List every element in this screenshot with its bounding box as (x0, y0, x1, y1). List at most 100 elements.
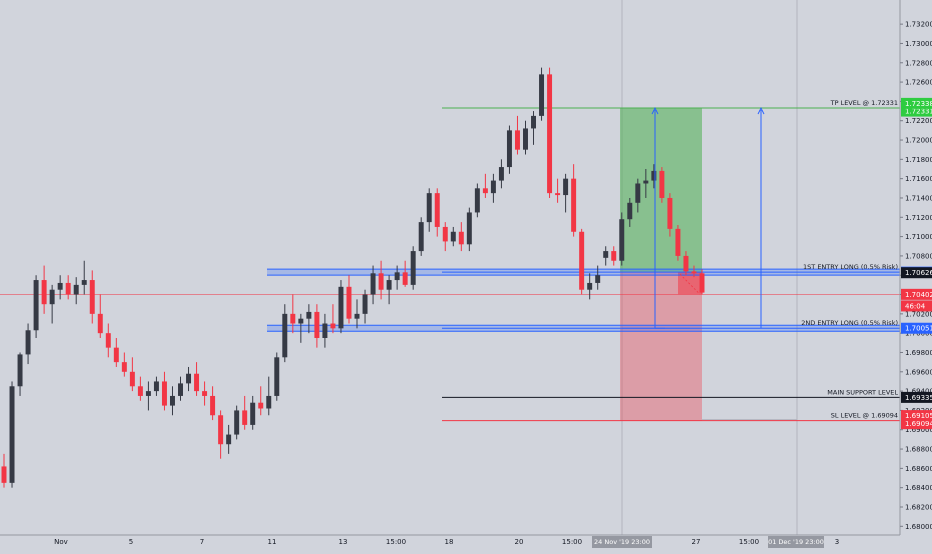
candle-body[interactable] (651, 170, 657, 181)
candle-body[interactable] (434, 193, 440, 227)
candle-body[interactable] (57, 282, 63, 290)
candle-body[interactable] (346, 286, 352, 319)
candle-body[interactable] (121, 362, 127, 372)
candle-body[interactable] (426, 193, 432, 223)
candle-body[interactable] (506, 130, 512, 168)
candle-body[interactable] (659, 170, 665, 198)
candle-body[interactable] (450, 231, 456, 242)
candle-body[interactable] (186, 373, 192, 384)
time-tick-label: 27 (692, 538, 701, 546)
candle-body[interactable] (418, 222, 424, 252)
candle-body[interactable] (595, 275, 601, 283)
candle-body[interactable] (89, 280, 95, 314)
price-tick-label: 1.71800 (905, 156, 932, 164)
candle-body[interactable] (587, 282, 593, 290)
candle-body[interactable] (1, 466, 7, 483)
candle-body[interactable] (226, 434, 232, 445)
time-crosshair-box (768, 536, 824, 548)
candle-body[interactable] (611, 251, 617, 261)
candle-body[interactable] (65, 282, 71, 295)
candles[interactable] (1, 67, 705, 488)
candle-body[interactable] (514, 130, 520, 150)
candle-body[interactable] (234, 410, 240, 435)
candle-body[interactable] (41, 280, 47, 305)
candle-body[interactable] (322, 323, 328, 338)
candle-body[interactable] (539, 74, 545, 116)
candle-body[interactable] (362, 294, 368, 314)
candle-body[interactable] (627, 202, 633, 220)
candle-body[interactable] (547, 74, 553, 194)
candle-body[interactable] (675, 228, 681, 256)
candle-body[interactable] (113, 347, 119, 363)
candle-body[interactable] (635, 183, 641, 203)
candle-body[interactable] (643, 180, 649, 184)
time-tick-label: 20 (515, 538, 524, 546)
candle-body[interactable] (242, 410, 248, 425)
candle-body[interactable] (683, 255, 689, 272)
candle-body[interactable] (699, 273, 705, 293)
candle-body[interactable] (298, 318, 304, 324)
price-tag: 46:04 (905, 302, 926, 310)
candle-body[interactable] (210, 395, 216, 416)
candle-body[interactable] (498, 167, 504, 181)
candle-body[interactable] (169, 395, 175, 406)
candle-body[interactable] (667, 197, 673, 229)
candle-body[interactable] (129, 371, 135, 387)
candle-body[interactable] (266, 395, 272, 409)
candle-body[interactable] (282, 313, 288, 358)
candle-body[interactable] (619, 219, 625, 261)
candle-body[interactable] (97, 313, 103, 334)
candle-body[interactable] (378, 273, 384, 290)
candle-body[interactable] (137, 386, 143, 396)
price-tick-label: 1.69800 (905, 349, 932, 357)
candle-body[interactable] (17, 354, 23, 387)
candle-body[interactable] (161, 381, 167, 406)
candle-body[interactable] (691, 271, 697, 274)
candle-body[interactable] (555, 193, 561, 196)
candle-body[interactable] (394, 272, 400, 281)
candle-body[interactable] (370, 273, 376, 295)
candle-body[interactable] (330, 323, 336, 329)
candle-body[interactable] (33, 280, 39, 331)
candle-body[interactable] (354, 313, 360, 319)
candle-body[interactable] (81, 280, 87, 285)
candle-body[interactable] (482, 188, 488, 194)
candle-body[interactable] (202, 391, 208, 396)
candle-body[interactable] (290, 313, 296, 324)
candle-body[interactable] (49, 289, 55, 305)
candle-body[interactable] (25, 330, 31, 355)
time-tick-label: 5 (129, 538, 133, 546)
candle-body[interactable] (73, 284, 79, 295)
candle-body[interactable] (314, 311, 320, 338)
candle-body[interactable] (490, 180, 496, 194)
candle-body[interactable] (153, 381, 159, 392)
candle-body[interactable] (258, 402, 264, 409)
candle-body[interactable] (603, 251, 609, 258)
candle-body[interactable] (579, 231, 585, 290)
candle-body[interactable] (194, 373, 200, 392)
candle-body[interactable] (402, 272, 408, 285)
candle-body[interactable] (474, 188, 480, 213)
candle-body[interactable] (178, 383, 183, 396)
candle-body[interactable] (306, 311, 312, 319)
candle-body[interactable] (338, 286, 344, 329)
candle-body[interactable] (218, 415, 224, 445)
time-crosshair-box (592, 536, 652, 548)
candle-body[interactable] (386, 280, 392, 290)
candle-body[interactable] (145, 391, 151, 396)
candle-body[interactable] (531, 115, 537, 129)
candle-body[interactable] (105, 333, 111, 348)
candle-body[interactable] (458, 231, 464, 245)
candle-body[interactable] (442, 226, 448, 242)
candle-body[interactable] (571, 178, 577, 232)
candle-body[interactable] (274, 357, 280, 396)
candle-body[interactable] (523, 128, 528, 150)
time-axis[interactable]: Nov 5 7 11 13 15:00 18 20 15:00 27 15:00 3 24 Nov '1… (0, 534, 900, 548)
candle-body[interactable] (466, 212, 472, 245)
candle-body[interactable] (410, 251, 416, 285)
candle-body[interactable] (563, 178, 569, 196)
candle-body[interactable] (250, 402, 256, 425)
candle-body[interactable] (9, 386, 15, 483)
